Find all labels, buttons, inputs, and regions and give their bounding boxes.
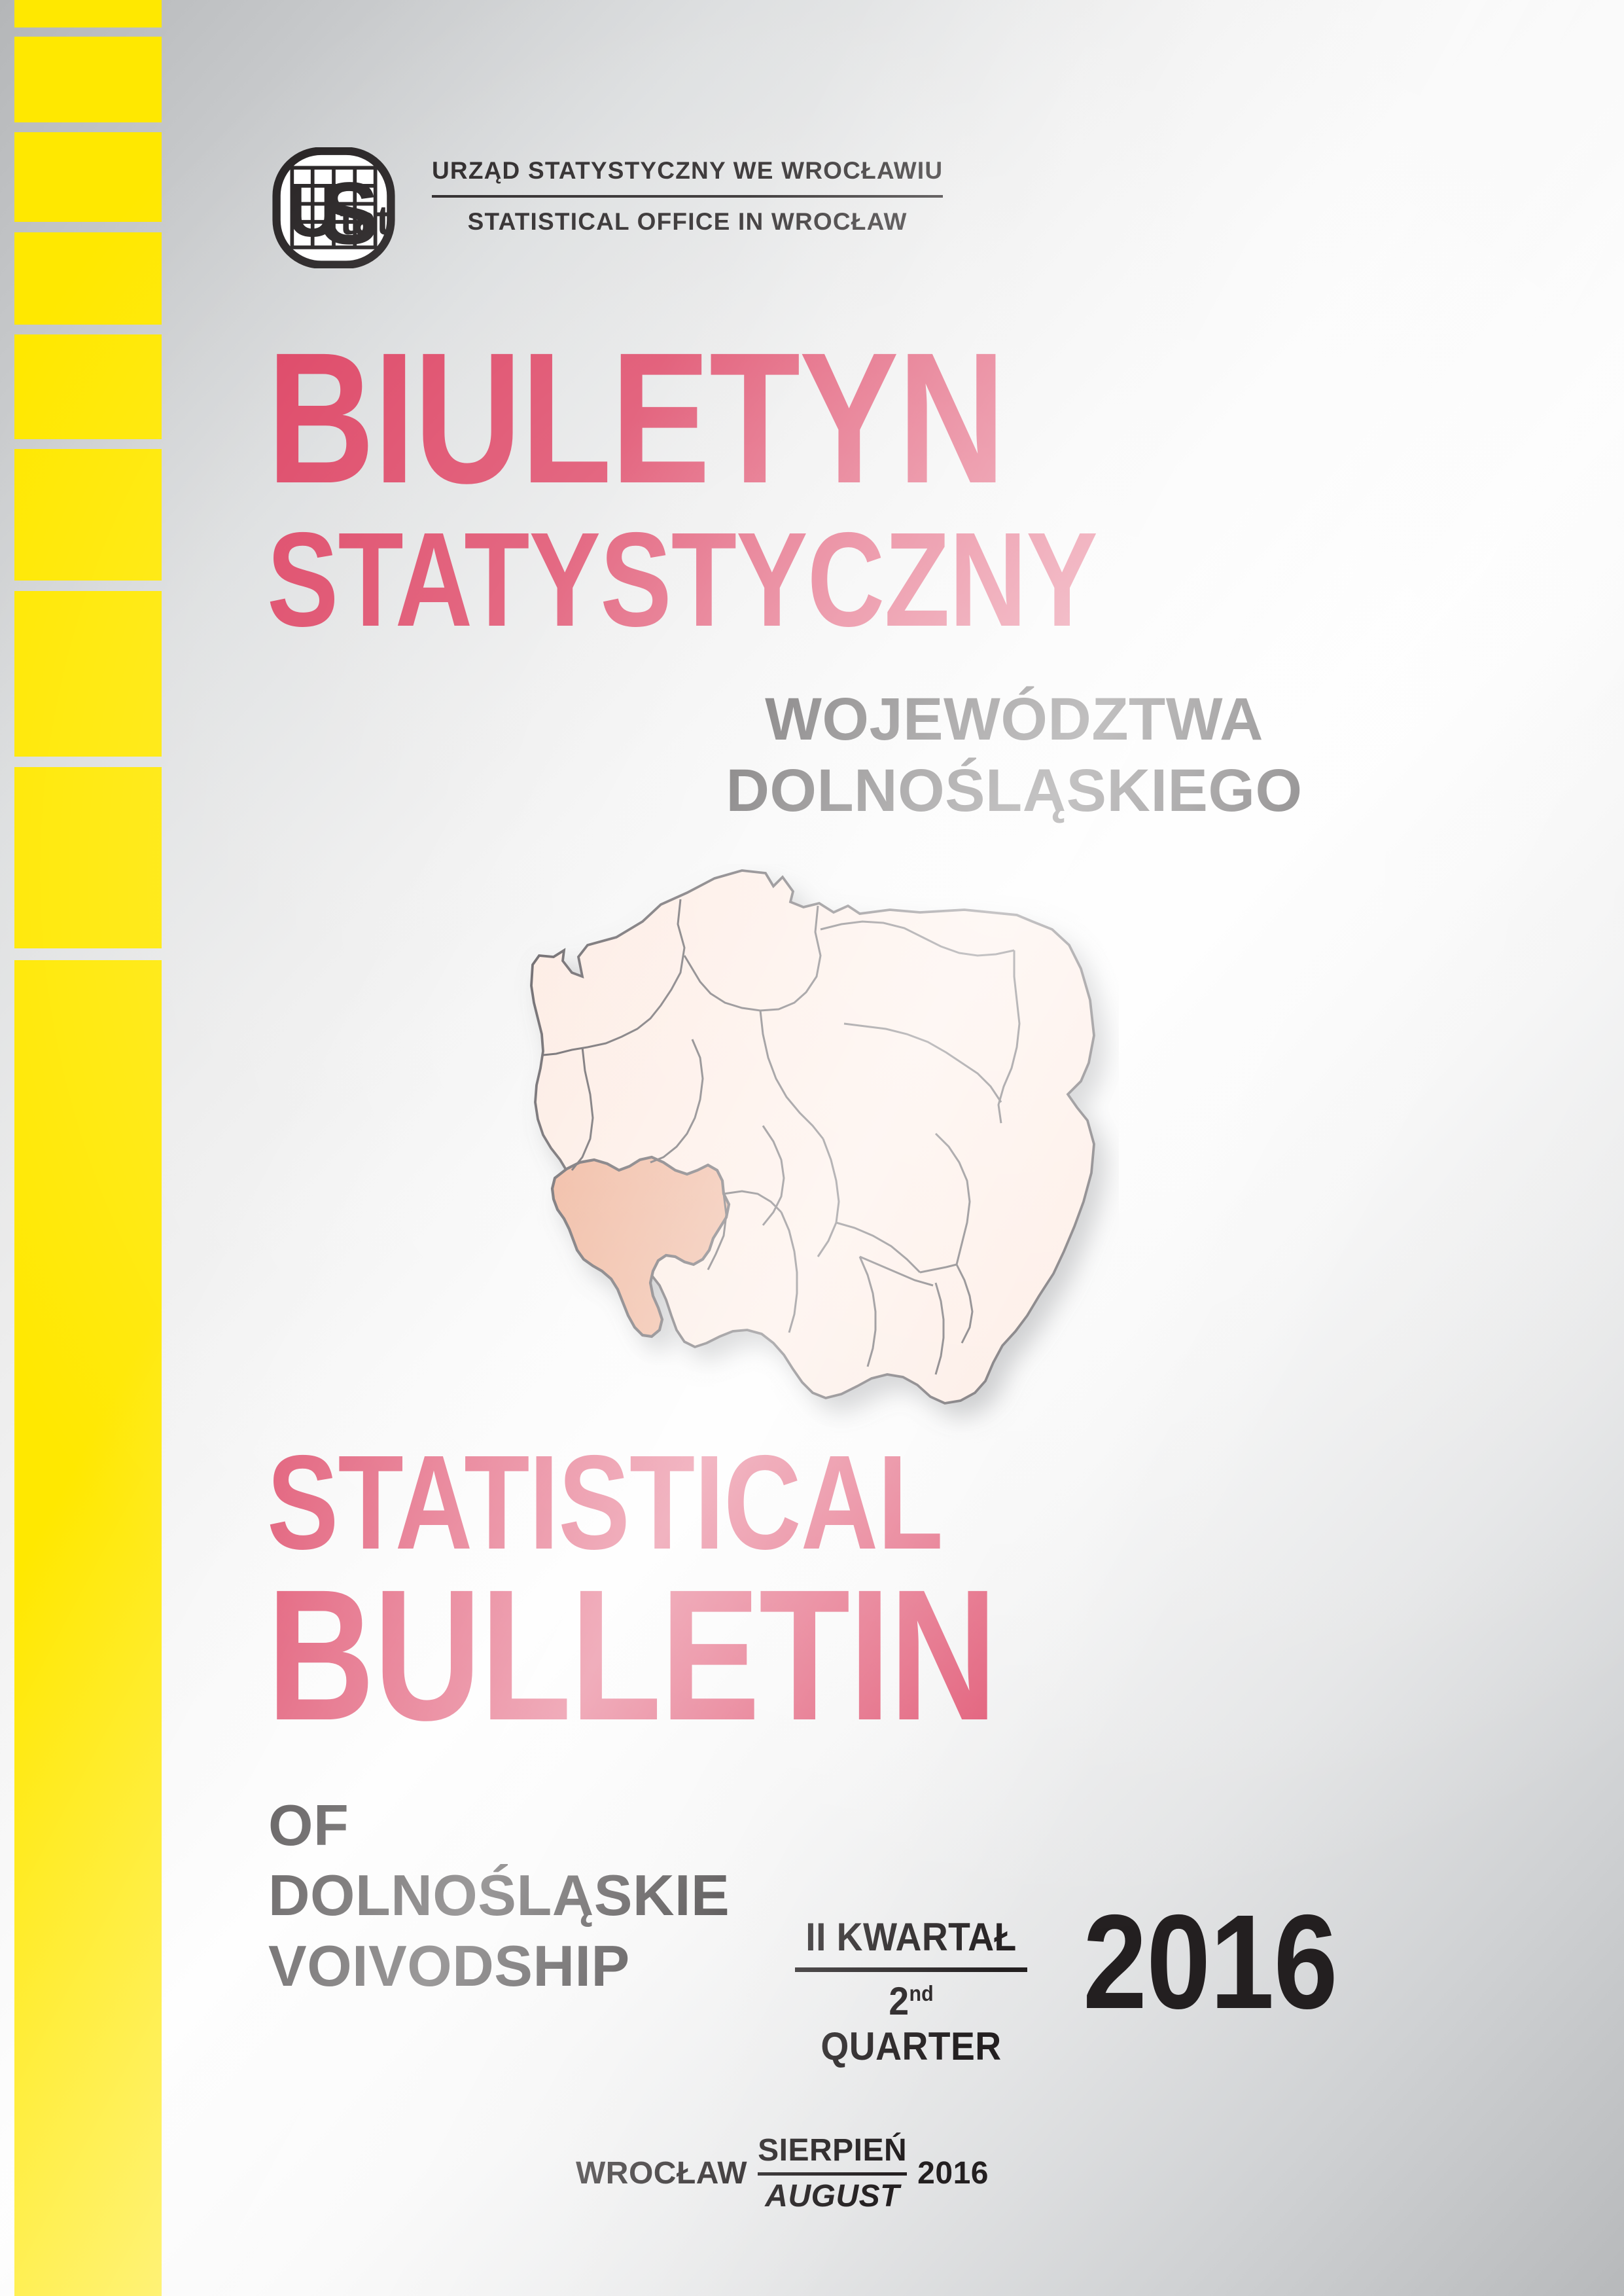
- title-bulletin: BULLETIN: [267, 1551, 997, 1759]
- footer-year: 2016: [917, 2156, 989, 2191]
- footer-month-block: SIERPIEŃ AUGUST: [758, 2132, 908, 2214]
- subtitle-english-line2: DOLNOŚLĄSKIE: [268, 1863, 730, 1928]
- subtitle-english-line1: OF: [268, 1793, 349, 1857]
- footer-city: WROCŁAW: [576, 2156, 748, 2191]
- cover-year: 2016: [1083, 1887, 1338, 2037]
- title-statystyczny: STATYSTYCZNY: [267, 505, 1098, 655]
- subtitle-polish-line1: WOJEWÓDZTWA: [765, 686, 1263, 753]
- sidebar-block-2: [14, 37, 162, 122]
- sidebar-block-3: [14, 132, 162, 222]
- sidebar-block-7: [14, 591, 162, 757]
- sidebar-block-1: [14, 0, 162, 27]
- quarter-block: II KWARTAŁ 2nd QUARTER: [795, 1914, 1027, 2069]
- quarter-english-number: 2: [889, 1979, 909, 2023]
- office-name-divider: [432, 195, 944, 198]
- footer-month-english: AUGUST: [765, 2179, 900, 2214]
- us-stat-logo-icon: U S tat: [272, 147, 396, 269]
- title-statistical: STATISTICAL: [267, 1427, 944, 1577]
- subtitle-english-line3: VOIVODSHIP: [268, 1933, 630, 1998]
- footer-month-divider: [758, 2172, 908, 2176]
- quarter-english-ordinal: nd: [909, 1981, 934, 2005]
- sidebar-block-9: [14, 960, 162, 2296]
- yellow-sidebar: [14, 0, 162, 2296]
- title-biuletyn: BIULETYN: [267, 314, 1006, 522]
- subtitle-english: OF DOLNOŚLĄSKIE VOIVODSHIP: [268, 1790, 730, 2001]
- cover-header: U S tat URZĄD STATYSTYCZNY WE WROCŁAWIU …: [272, 147, 944, 269]
- quarter-polish: II KWARTAŁ: [805, 1915, 1017, 1959]
- sidebar-block-6: [14, 449, 162, 581]
- poland-map: [504, 864, 1119, 1446]
- footer-month-polish: SIERPIEŃ: [758, 2133, 908, 2168]
- office-name-polish: URZĄD STATYSTYCZNY WE WROCŁAWIU: [432, 157, 944, 184]
- cover-footer: WROCŁAW SIERPIEŃ AUGUST 2016: [576, 2132, 989, 2214]
- quarter-english-word: QUARTER: [821, 2024, 1002, 2068]
- office-name-english: STATISTICAL OFFICE IN WROCŁAW: [467, 208, 908, 235]
- office-name-block: URZĄD STATYSTYCZNY WE WROCŁAWIU STATISTI…: [432, 147, 944, 236]
- subtitle-polish-line2: DOLNOŚLĄSKIEGO: [726, 757, 1303, 824]
- quarter-english: 2nd QUARTER: [804, 1979, 1018, 2069]
- sidebar-block-4: [14, 232, 162, 325]
- svg-text:tat: tat: [340, 198, 391, 243]
- quarter-divider: [795, 1967, 1027, 1972]
- sidebar-block-5: [14, 334, 162, 439]
- sidebar-block-8: [14, 767, 162, 948]
- subtitle-polish: WOJEWÓDZTWA DOLNOŚLĄSKIEGO: [720, 684, 1309, 826]
